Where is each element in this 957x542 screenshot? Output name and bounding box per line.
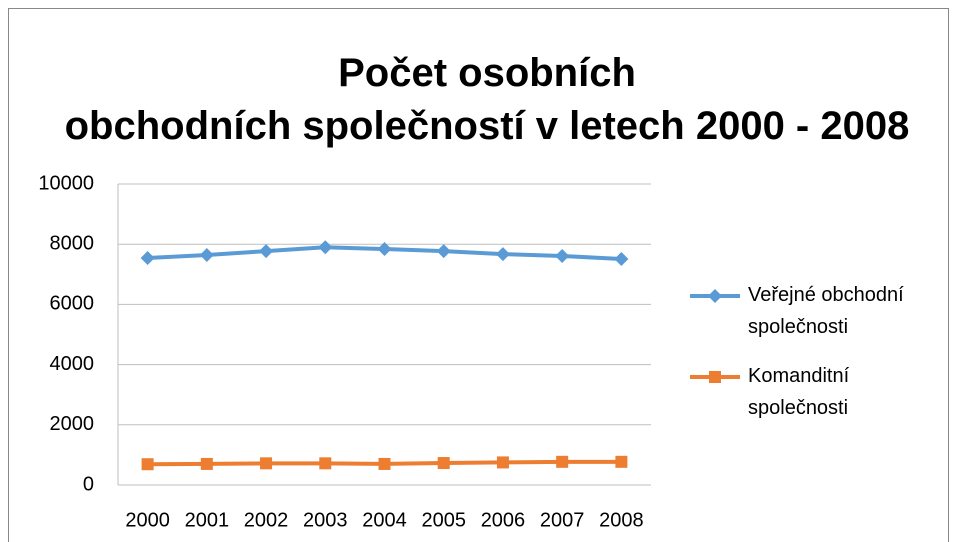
marker xyxy=(496,456,509,469)
marker xyxy=(709,371,721,383)
marker xyxy=(260,457,273,470)
marker xyxy=(436,244,451,259)
marker xyxy=(378,457,391,470)
marker xyxy=(614,251,629,266)
legend-label: Komanditní společnosti xyxy=(748,365,850,419)
chart-border xyxy=(8,8,949,542)
marker xyxy=(259,244,274,259)
x-tick-label: 2002 xyxy=(244,509,289,531)
x-tick-label: 2003 xyxy=(303,509,348,531)
marker xyxy=(556,455,569,468)
y-tick-label: 8000 xyxy=(50,232,95,254)
marker xyxy=(200,457,213,470)
x-tick-label: 2000 xyxy=(125,509,170,531)
marker xyxy=(199,248,214,263)
marker xyxy=(495,247,510,262)
marker xyxy=(140,251,155,266)
marker xyxy=(318,240,333,255)
y-tick-label: 2000 xyxy=(50,413,95,435)
y-tick-label: 10000 xyxy=(38,172,94,194)
marker xyxy=(708,289,722,303)
x-tick-label: 2007 xyxy=(540,509,585,531)
marker xyxy=(555,248,570,263)
marker xyxy=(437,457,450,470)
x-tick-label: 2005 xyxy=(421,509,466,531)
x-tick-label: 2006 xyxy=(481,509,526,531)
x-tick-label: 2008 xyxy=(599,509,644,531)
marker xyxy=(615,455,628,468)
y-tick-label: 6000 xyxy=(50,293,95,315)
marker xyxy=(377,242,392,257)
marker xyxy=(319,457,332,470)
marker xyxy=(141,458,154,471)
x-tick-label: 2004 xyxy=(362,509,407,531)
y-tick-label: 0 xyxy=(83,473,94,495)
x-tick-label: 2001 xyxy=(185,509,230,531)
y-tick-label: 4000 xyxy=(50,353,95,375)
chart-title: Počet osobních obchodních společností v l… xyxy=(65,51,910,148)
legend-label: Veřejné obchodní společnosti xyxy=(748,284,904,338)
